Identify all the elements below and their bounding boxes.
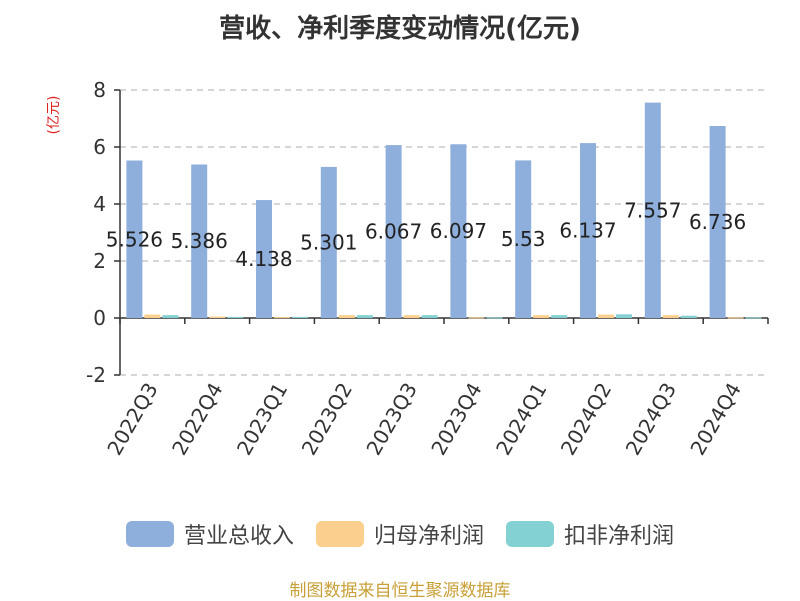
- x-tick-label: 2023Q2: [297, 379, 357, 460]
- bar-series-2[interactable]: [551, 315, 568, 318]
- bar-series-1[interactable]: [403, 315, 420, 318]
- bar-series-2[interactable]: [486, 317, 503, 319]
- bar-series-1[interactable]: [468, 317, 485, 319]
- bar-series-1[interactable]: [209, 316, 226, 318]
- bar-series-1[interactable]: [727, 317, 744, 319]
- bar-series-0[interactable]: [385, 145, 402, 318]
- y-axis-unit-label: (亿元): [46, 96, 62, 135]
- bar-series-0[interactable]: [515, 160, 532, 318]
- x-tick-label: 2024Q2: [556, 379, 616, 460]
- bar-series-2[interactable]: [421, 315, 438, 318]
- legend: 营业总收入 归母净利润 扣非净利润: [0, 518, 800, 550]
- legend-item-net-profit[interactable]: 归母净利润: [315, 518, 484, 550]
- bar-series-0[interactable]: [126, 160, 143, 318]
- legend-swatch-deducted-net-profit: [506, 521, 554, 547]
- bars: [126, 102, 762, 319]
- data-label: 6.137: [559, 219, 616, 243]
- legend-swatch-revenue: [125, 521, 174, 547]
- data-label: 6.097: [430, 219, 487, 243]
- bar-series-2[interactable]: [680, 315, 697, 318]
- bar-series-2[interactable]: [356, 315, 373, 318]
- legend-swatch-net-profit: [315, 521, 364, 547]
- x-tick-label: 2023Q3: [361, 379, 421, 460]
- bar-series-0[interactable]: [320, 166, 337, 318]
- data-label: 5.53: [501, 227, 546, 251]
- bar-series-0[interactable]: [644, 102, 661, 318]
- data-label: 5.386: [171, 229, 228, 253]
- bar-series-2[interactable]: [745, 317, 762, 319]
- bar-series-1[interactable]: [598, 314, 614, 318]
- bar-series-1[interactable]: [662, 315, 679, 318]
- x-tick-label: 2024Q3: [621, 379, 681, 460]
- y-tick-label: 4: [93, 192, 106, 216]
- bar-series-2[interactable]: [616, 314, 632, 318]
- y-tick-label: 8: [93, 78, 106, 102]
- x-tick-label: 2023Q4: [426, 379, 486, 460]
- data-labels: 5.526 5.386 4.138 5.301 6.067 6.097 5.53 6.137 7…: [106, 198, 746, 271]
- bar-series-0[interactable]: [709, 126, 726, 318]
- bar-series-1[interactable]: [338, 315, 355, 318]
- bar-series-1[interactable]: [533, 315, 550, 318]
- source-note: 制图数据来自恒生聚源数据库: [289, 581, 511, 601]
- x-tick-label: 2023Q1: [232, 379, 292, 460]
- x-tick-label: 2024Q4: [685, 379, 745, 460]
- bar-series-0[interactable]: [256, 200, 272, 318]
- bar-series-2[interactable]: [162, 315, 179, 318]
- legend-label-revenue: 营业总收入: [183, 524, 294, 549]
- bar-series-1[interactable]: [144, 314, 161, 318]
- legend-label-deducted-net-profit: 扣非净利润: [564, 524, 675, 549]
- data-label: 6.067: [365, 220, 422, 244]
- y-tick-label: 6: [93, 135, 106, 159]
- data-label: 5.526: [106, 227, 163, 251]
- legend-label-net-profit: 归母净利润: [373, 524, 484, 549]
- bar-series-0[interactable]: [450, 144, 467, 318]
- y-tick-label: 0: [93, 306, 106, 330]
- bar-series-0[interactable]: [580, 143, 596, 318]
- x-tick-label: 2022Q4: [167, 379, 227, 460]
- x-tick-label: 2024Q1: [491, 379, 551, 460]
- y-tick-label: 2: [93, 249, 106, 273]
- legend-item-revenue[interactable]: 营业总收入: [125, 518, 294, 550]
- legend-item-deducted-net-profit[interactable]: 扣非净利润: [506, 518, 674, 550]
- bar-series-1[interactable]: [274, 317, 290, 319]
- data-label: 4.138: [235, 247, 292, 271]
- bar-series-2[interactable]: [227, 316, 244, 318]
- data-label: 7.557: [624, 198, 681, 222]
- chart-title: 营收、净利季度变动情况(亿元): [219, 14, 581, 44]
- x-tick-label: 2022Q3: [102, 379, 162, 460]
- data-label: 6.736: [689, 210, 746, 234]
- bar-series-2[interactable]: [292, 316, 308, 318]
- data-label: 5.301: [300, 230, 357, 254]
- y-tick-label: -2: [86, 363, 106, 387]
- bar-series-0[interactable]: [191, 164, 208, 318]
